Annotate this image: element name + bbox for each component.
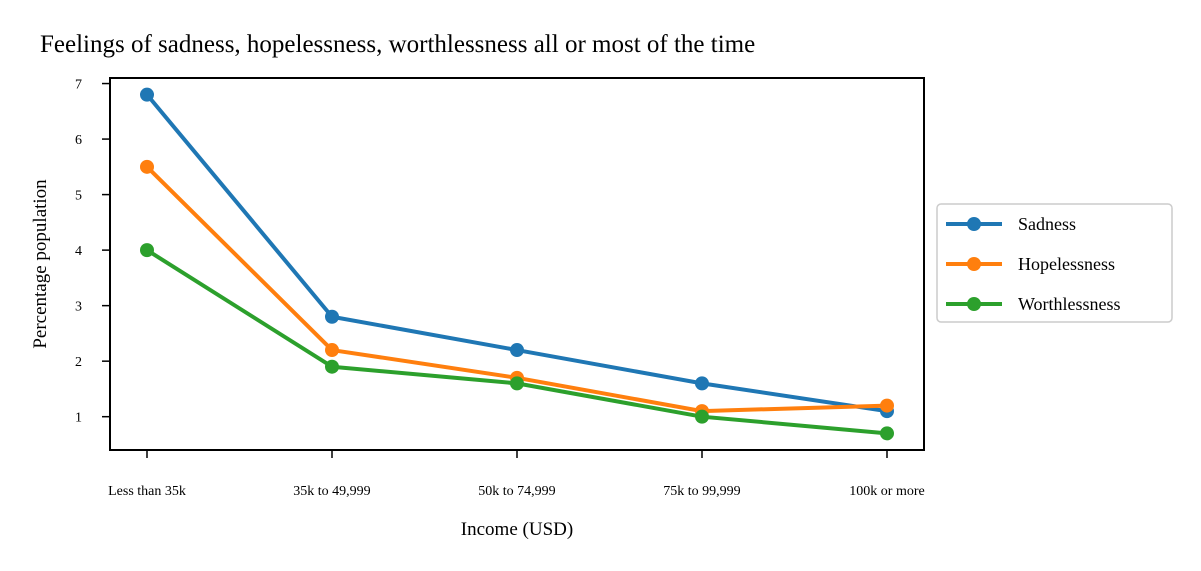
x-tick-label: 75k to 99,999 [663, 484, 740, 499]
x-tick-label: Less than 35k [108, 484, 186, 499]
legend: Sadness Hopelessness Worthlessness [936, 203, 1173, 323]
x-axis-label: Income (USD) [461, 519, 573, 540]
y-tick-label: 6 [75, 133, 82, 148]
y-tick-label: 2 [75, 355, 82, 370]
series-layer [140, 87, 894, 441]
y-tick-label: 7 [75, 78, 82, 93]
chart-title: Feelings of sadness, hopelessness, worth… [40, 31, 755, 58]
plot-frame [109, 77, 925, 451]
y-axis-ticks: 1 2 3 4 5 6 7 [75, 78, 110, 426]
legend-label-sadness: Sadness [1018, 214, 1076, 234]
data-point-worthlessness [510, 376, 524, 391]
legend-label-worthlessness: Worthlessness [1018, 294, 1121, 314]
x-tick-label: 100k or more [849, 484, 924, 499]
data-point-hopelessness [140, 159, 154, 174]
data-point-worthlessness [880, 426, 894, 441]
x-axis-ticks: Less than 35k 35k to 49,999 50k to 74,999 7… [108, 450, 925, 499]
y-tick-label: 5 [75, 189, 82, 204]
legend-frame [936, 203, 1173, 323]
legend-label-hopelessness: Hopelessness [1018, 254, 1115, 274]
x-tick-label: 35k to 49,999 [293, 484, 370, 499]
series-line-sadness [145, 93, 888, 414]
y-tick-label: 1 [75, 411, 82, 426]
data-point-sadness [510, 343, 524, 358]
data-point-sadness [325, 309, 339, 324]
legend-marker-worthlessness [967, 297, 981, 311]
legend-marker-hopelessness [967, 257, 981, 271]
data-point-sadness [140, 87, 154, 102]
x-tick-label: 50k to 74,999 [478, 484, 555, 499]
data-point-sadness [695, 376, 709, 391]
legend-marker-sadness [967, 217, 981, 231]
data-point-worthlessness [325, 359, 339, 374]
y-tick-label: 3 [75, 300, 82, 315]
data-point-hopelessness [880, 398, 894, 413]
y-axis-label: Percentage population [30, 179, 51, 349]
data-point-hopelessness [325, 343, 339, 358]
data-point-worthlessness [140, 243, 154, 258]
y-tick-label: 4 [75, 244, 82, 259]
data-point-worthlessness [695, 409, 709, 424]
